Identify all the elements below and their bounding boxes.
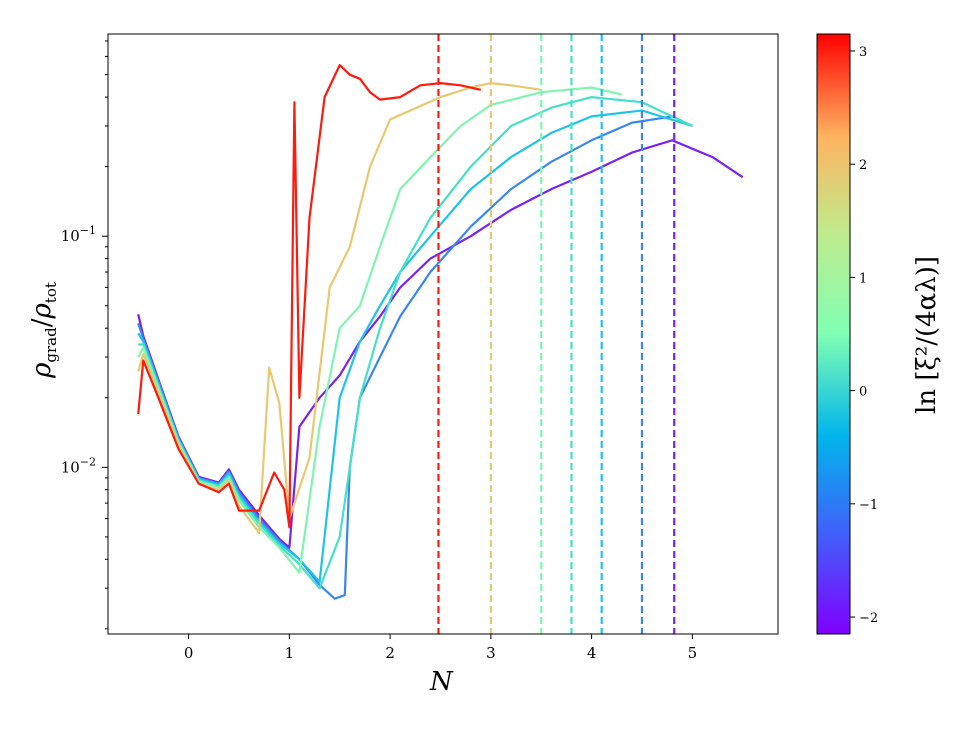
- series-line-3: [138, 96, 693, 590]
- x-tick-label-2: 2: [385, 644, 395, 662]
- y-axis-label-rho: ρ: [27, 362, 57, 379]
- x-tick-label-4: 4: [587, 644, 597, 662]
- x-tick-label-0: 0: [184, 644, 194, 662]
- colorbar: [816, 33, 851, 635]
- y-axis-label: ρgrad/ρtot: [27, 282, 60, 379]
- y-tick-label-0: 10−2: [61, 455, 96, 476]
- cb-tick-label-2: 0: [859, 385, 867, 400]
- y-axis-label-rho-2: ρ: [27, 303, 57, 320]
- series-line-5: [137, 82, 542, 535]
- cb-tick-label-0: −2: [859, 611, 878, 626]
- cb-tick-label-3: 1: [859, 271, 867, 286]
- plot-frame: [107, 33, 779, 635]
- colorbar-ticks: −2 −1 0 1 2 3: [850, 45, 878, 626]
- svg-text:ρgrad/ρtot: ρgrad/ρtot: [27, 282, 60, 379]
- end-of-inflation-lines: [437, 34, 676, 634]
- series-layer: [137, 63, 744, 600]
- series-line-6: [137, 63, 482, 529]
- y-ticks: 10−2 10−1: [61, 40, 108, 630]
- cb-tick-label-1: −1: [859, 498, 878, 513]
- y-tick-label-1: 10−1: [61, 224, 96, 245]
- cb-tick-label-5: 3: [859, 45, 867, 60]
- x-ticks: 0 1 2 3 4 5: [184, 634, 697, 662]
- y-axis-label-slash: /: [27, 318, 57, 327]
- y-axis-label-sub-tot: tot: [42, 282, 60, 303]
- svg-text:ln [ξ²/(4αλ)]: ln [ξ²/(4αλ)]: [912, 256, 942, 414]
- y-axis-label-sub-grad: grad: [42, 327, 60, 363]
- cb-tick-label-4: 2: [859, 158, 867, 173]
- x-axis-label: N: [429, 667, 454, 697]
- x-tick-label-1: 1: [285, 644, 295, 662]
- series-line-2: [137, 109, 693, 583]
- x-tick-label-5: 5: [688, 644, 698, 662]
- colorbar-label: ln [ξ²/(4αλ)]: [912, 256, 942, 414]
- series-line-1: [137, 115, 693, 600]
- x-tick-label-3: 3: [486, 644, 496, 662]
